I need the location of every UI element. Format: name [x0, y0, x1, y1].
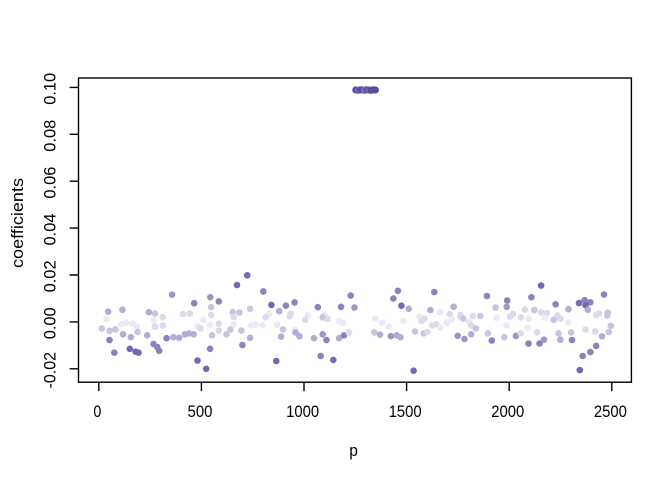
- svg-text:500: 500: [188, 402, 213, 421]
- svg-text:0: 0: [93, 402, 101, 421]
- svg-text:0.00: 0.00: [40, 307, 59, 339]
- svg-text:0.10: 0.10: [40, 73, 59, 105]
- svg-text:0.02: 0.02: [40, 260, 59, 292]
- svg-text:0.04: 0.04: [40, 214, 59, 246]
- svg-text:-0.02: -0.02: [40, 352, 59, 389]
- svg-text:2500: 2500: [594, 402, 627, 421]
- svg-text:2000: 2000: [491, 402, 524, 421]
- svg-text:0.06: 0.06: [40, 167, 59, 199]
- svg-text:0.08: 0.08: [40, 120, 59, 152]
- svg-text:1500: 1500: [389, 402, 422, 421]
- svg-text:1000: 1000: [286, 402, 319, 421]
- svg-text:p: p: [349, 441, 358, 460]
- svg-text:coefficients: coefficients: [8, 178, 27, 268]
